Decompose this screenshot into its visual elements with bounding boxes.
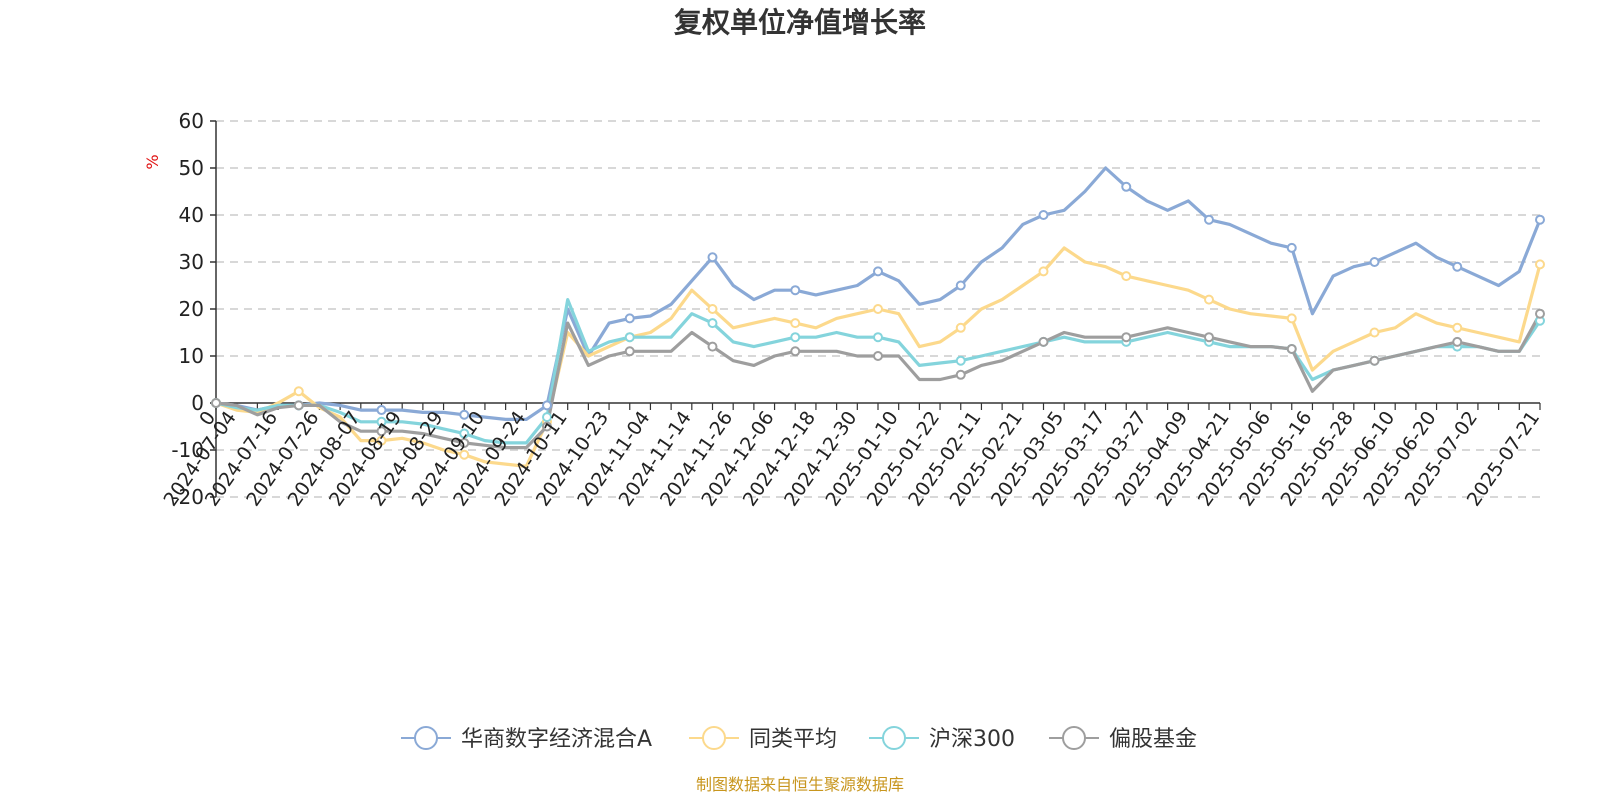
series-point-0 [1452,261,1463,272]
series-point-3 [873,351,883,361]
series-point-2 [624,332,635,343]
series-point-1 [955,322,966,333]
chart-title: 复权单位净值增长率 [674,6,926,39]
series-point-3 [624,346,635,357]
series-point-3 [459,437,470,448]
legend[interactable]: 华商数字经济混合A 同类平均 沪深300 偏股基金 [401,726,1197,752]
series-point-0 [790,285,801,296]
y-tick-label: 20 [179,297,204,321]
series-point-0 [707,252,718,263]
series-point-2 [707,318,718,329]
series-point-1 [707,304,718,314]
series-point-2 [873,332,883,343]
legend-swatch-marker [702,726,726,750]
y-tick-label: 10 [179,344,204,368]
series-point-0 [624,313,635,324]
series-point-2 [790,332,801,343]
series-point-3 [376,426,387,437]
series-point-2 [955,355,966,366]
series-point-3 [211,398,221,408]
series-point-3 [1204,332,1214,343]
legend-item-3[interactable]: 偏股基金 [1049,726,1197,752]
y-tick-label: -10 [171,438,204,462]
series-point-1 [873,304,883,314]
legend-item-2[interactable]: 沪深300 [869,726,1015,752]
series-point-0 [1369,257,1380,267]
series-point-0 [1286,242,1297,253]
series-point-1 [459,449,470,460]
series-point-3 [707,341,718,352]
series-point-1 [1286,313,1297,324]
series-point-2 [376,416,387,427]
legend-label: 同类平均 [749,727,837,752]
series-point-0 [542,400,552,411]
series-point-1 [790,318,801,329]
series-point-2 [459,428,470,439]
y-tick-label: 50 [179,156,204,180]
series-point-3 [1535,308,1545,319]
series-point-1 [1369,327,1380,338]
legend-swatch-marker [414,726,438,750]
series-point-3 [1121,332,1132,343]
legend-swatch-marker [882,726,906,750]
series-point-1 [376,435,387,446]
legend-item-0[interactable]: 华商数字经济混合A [401,726,652,752]
series-point-1 [1204,294,1214,305]
legend-item-1[interactable]: 同类平均 [689,726,837,752]
series-point-2 [542,412,552,423]
legend-label: 华商数字经济混合A [461,727,652,752]
series-point-0 [1121,181,1132,192]
series-point-0 [955,280,966,291]
series-point-0 [873,266,883,277]
y-tick-label: 40 [179,203,204,227]
series-point-0 [1535,214,1545,225]
series-point-1 [1121,271,1132,282]
y-tick-label: -20 [171,485,204,509]
legend-swatch-marker [1062,726,1086,750]
series-point-1 [1452,322,1463,333]
series-point-3 [1369,355,1380,366]
series-line-0 [215,166,1542,421]
series-point-3 [955,369,966,380]
y-tick-label: 30 [179,250,204,274]
data-source-note: 制图数据来自恒生聚源数据库 [696,775,904,794]
series-point-3 [1286,343,1297,354]
series-point-0 [459,409,470,420]
series-point-3 [790,346,801,357]
series-markers [211,181,1545,460]
series-point-1 [1038,266,1049,277]
y-tick-label: 0 [191,391,204,415]
y-axis-unit-label: % [143,154,162,169]
legend-label: 沪深300 [929,727,1015,752]
series-point-1 [293,386,304,397]
series-point-3 [542,421,552,432]
series-point-3 [293,400,304,411]
series-point-3 [1038,336,1049,347]
y-tick-label: 60 [179,109,204,133]
series-point-1 [1535,259,1545,270]
series-point-0 [1204,214,1214,225]
legend-label: 偏股基金 [1109,727,1197,752]
series-point-3 [1452,336,1463,347]
axes [210,120,1541,498]
y-tick-labels: -20 -10 0 10 20 30 40 50 60 [171,109,204,509]
series-point-0 [1038,210,1049,220]
series-point-0 [376,405,387,416]
